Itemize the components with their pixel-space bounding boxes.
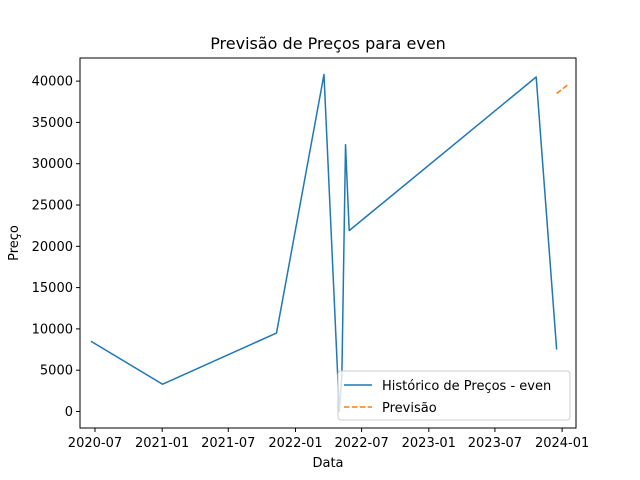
legend: Histórico de Preços - even Previsão (337, 370, 571, 421)
x-tick-label: 2023-01 (402, 436, 456, 451)
legend-label-historico: Histórico de Preços - even (382, 379, 551, 394)
chart-title: Previsão de Preços para even (210, 34, 446, 53)
y-tick-label: 40000 (32, 75, 73, 90)
legend-label-previsao: Previsão (382, 401, 437, 416)
x-axis-label: Data (312, 456, 343, 471)
y-axis-ticks: 0 5000 10000 15000 20000 25000 30000 35000 40000 (32, 75, 80, 420)
y-tick-label: 30000 (32, 157, 73, 172)
plot-area-frame (79, 57, 577, 429)
x-tick-label: 2022-01 (268, 436, 322, 451)
y-tick-label: 20000 (32, 240, 73, 255)
legend-box (337, 370, 571, 421)
y-tick-label: 0 (65, 405, 73, 420)
x-tick-label: 2023-07 (468, 436, 522, 451)
y-tick-label: 5000 (40, 364, 73, 379)
y-axis-label: Preço (7, 225, 22, 261)
y-tick-label: 25000 (32, 199, 73, 214)
x-tick-label: 2022-07 (334, 436, 388, 451)
x-tick-label: 2021-01 (135, 436, 189, 451)
x-tick-label: 2021-07 (201, 436, 255, 451)
x-axis-ticks: 2020-07 2021-01 2021-07 2022-01 2022-07 2023-… (68, 428, 589, 451)
y-tick-label: 15000 (32, 281, 73, 296)
y-tick-label: 35000 (32, 116, 73, 131)
x-tick-label: 2020-07 (68, 436, 122, 451)
y-tick-label: 10000 (32, 322, 73, 337)
x-tick-label: 2024-01 (535, 436, 589, 451)
series-line-previsao (556, 84, 568, 95)
